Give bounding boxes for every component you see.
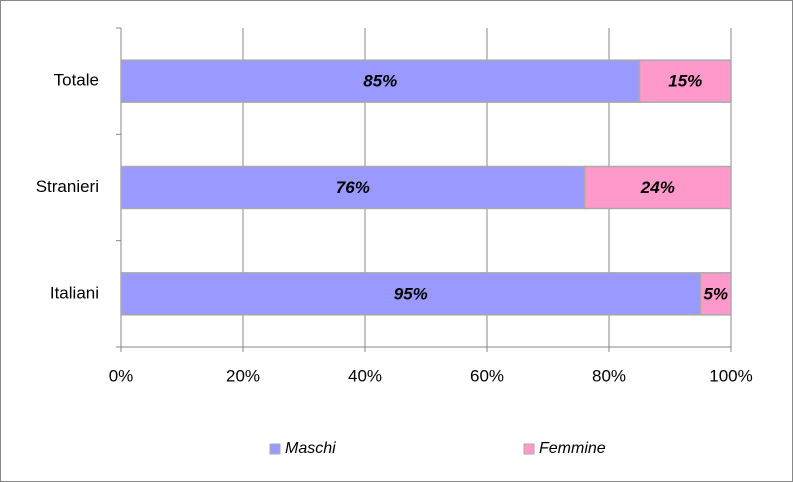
- y-tick-label: Stranieri: [36, 177, 99, 196]
- x-tick-label: 0%: [109, 366, 134, 385]
- x-tick-label: 60%: [470, 366, 504, 385]
- legend-label: Maschi: [285, 440, 336, 457]
- bar-segment: [699, 272, 732, 316]
- value-label: 5%: [703, 284, 728, 303]
- bar-segment: [583, 165, 732, 210]
- y-tick-label: Italiani: [50, 283, 99, 302]
- bar-segment: [120, 272, 702, 316]
- value-label: 15%: [668, 72, 702, 91]
- x-tick-label: 80%: [592, 366, 626, 385]
- y-tick-label: Totale: [54, 71, 99, 90]
- bar-segment: [638, 59, 732, 103]
- bar-segment: [120, 165, 586, 210]
- legend-label: Femmine: [539, 440, 606, 457]
- x-tick-label: 100%: [709, 366, 752, 385]
- bar-segment: [120, 59, 641, 103]
- x-tick-label: 40%: [348, 366, 382, 385]
- legend-swatch: [269, 443, 281, 455]
- value-label: 95%: [394, 284, 428, 303]
- x-tick-label: 20%: [226, 366, 260, 385]
- legend-swatch: [523, 443, 535, 455]
- value-label: 85%: [363, 72, 397, 91]
- value-label: 24%: [640, 178, 675, 197]
- value-label: 76%: [336, 178, 370, 197]
